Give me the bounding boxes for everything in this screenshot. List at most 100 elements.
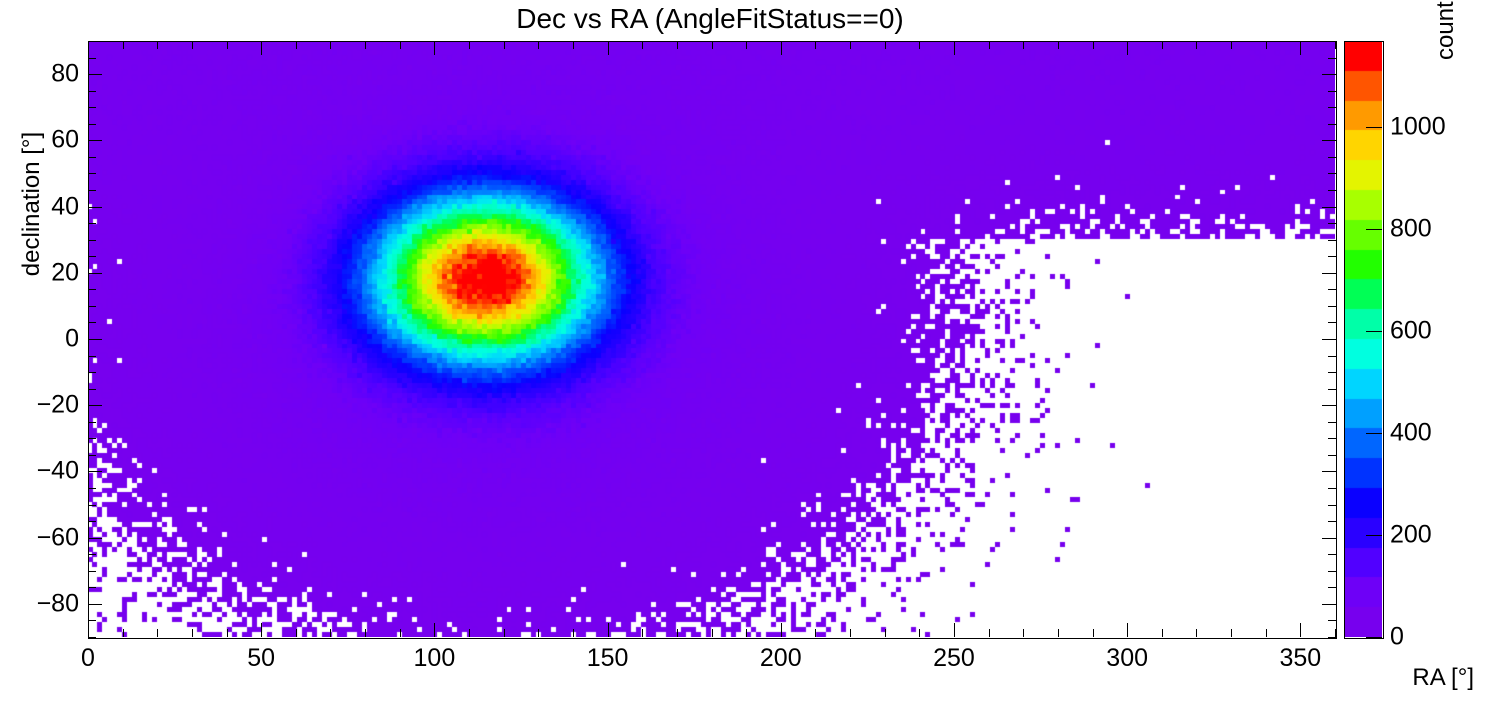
colorbar-title: count [1432, 1, 1459, 60]
axis-tick [1196, 629, 1197, 637]
axis-tick [885, 629, 886, 637]
axis-tick [608, 623, 609, 637]
axis-tick [1196, 41, 1197, 49]
axis-tick [1328, 438, 1336, 439]
axis-tick [88, 41, 96, 42]
axis-tick [712, 41, 713, 49]
axis-tick [88, 157, 96, 158]
axis-tick [1322, 74, 1336, 75]
axis-tick [88, 289, 96, 290]
axis-tick [1266, 41, 1267, 49]
page-title: Dec vs RA (AngleFitStatus==0) [516, 3, 904, 34]
axis-tick [88, 140, 102, 141]
axis-tick [88, 422, 96, 423]
x-tick-label: 350 [1279, 644, 1322, 672]
axis-tick [850, 629, 851, 637]
axis-tick [1328, 91, 1336, 92]
colorbar-tick-label: 0 [1390, 622, 1404, 651]
axis-tick [1328, 58, 1336, 59]
x-axis-title: RA [°] [1412, 664, 1474, 691]
axis-tick [1162, 629, 1163, 637]
axis-tick [1328, 521, 1336, 522]
axis-tick [1335, 41, 1336, 49]
axis-tick [227, 629, 228, 637]
axis-tick [88, 273, 102, 274]
axis-tick [88, 74, 102, 75]
axis-tick [538, 629, 539, 637]
y-tick-label: 60 [51, 125, 79, 154]
axis-tick [1322, 405, 1336, 406]
axis-tick [1328, 107, 1336, 108]
axis-tick [330, 629, 331, 637]
axis-tick [954, 41, 955, 55]
axis-tick [88, 41, 89, 55]
axis-tick [88, 356, 96, 357]
axis-tick [1328, 306, 1336, 307]
axis-tick [88, 405, 102, 406]
colorbar-tick [1366, 535, 1382, 536]
axis-tick [1322, 604, 1336, 605]
axis-tick [88, 190, 96, 191]
axis-tick [88, 107, 96, 108]
axis-tick [1023, 41, 1024, 49]
axis-tick [1328, 240, 1336, 241]
axis-tick [88, 505, 96, 506]
y-tick-label: −80 [36, 589, 79, 618]
axis-tick [123, 629, 124, 637]
axis-tick [1328, 356, 1336, 357]
axis-tick [1335, 629, 1336, 637]
axis-tick [88, 604, 102, 605]
axis-tick [1328, 637, 1336, 638]
y-axis-title: declination [°] [18, 131, 45, 277]
axis-tick [227, 41, 228, 49]
axis-tick [850, 41, 851, 49]
axis-tick [1023, 629, 1024, 637]
colorbar-tick-label: 200 [1390, 520, 1432, 549]
axis-tick [261, 623, 262, 637]
x-tick-label: 150 [586, 644, 629, 672]
axis-tick [1328, 554, 1336, 555]
axis-tick [1328, 124, 1336, 125]
axis-tick [1231, 41, 1232, 49]
colorbar-tick [1366, 331, 1382, 332]
axis-tick [88, 240, 96, 241]
axis-tick [88, 306, 96, 307]
axis-tick [1328, 173, 1336, 174]
colorbar-tick-label: 400 [1390, 418, 1432, 447]
axis-tick [88, 538, 102, 539]
axis-tick [1322, 471, 1336, 472]
axis-tick [1322, 339, 1336, 340]
axis-tick [1328, 190, 1336, 191]
axis-tick [919, 629, 920, 637]
axis-tick [88, 389, 96, 390]
axis-tick [1127, 41, 1128, 55]
axis-tick [469, 41, 470, 49]
colorbar-tick [1366, 637, 1382, 638]
axis-tick [642, 41, 643, 49]
axis-tick [296, 41, 297, 49]
axis-tick [365, 629, 366, 637]
axis-tick [434, 41, 435, 55]
axis-tick [1322, 140, 1336, 141]
axis-tick [1328, 256, 1336, 257]
axis-tick [1322, 273, 1336, 274]
axis-tick [88, 372, 96, 373]
axis-tick [954, 623, 955, 637]
axis-tick [88, 256, 96, 257]
axis-tick [1231, 629, 1232, 637]
axis-tick [1058, 41, 1059, 49]
axis-tick [1328, 289, 1336, 290]
axis-tick [1322, 538, 1336, 539]
axis-tick [919, 41, 920, 49]
axis-tick [712, 629, 713, 637]
x-tick-label: 300 [1106, 644, 1149, 672]
axis-tick [88, 488, 96, 489]
axis-tick [781, 623, 782, 637]
axis-tick [88, 173, 96, 174]
axis-tick [677, 629, 678, 637]
colorbar-tick [1366, 127, 1382, 128]
x-tick-label: 50 [247, 644, 276, 672]
axis-tick [88, 223, 96, 224]
axis-tick [1328, 422, 1336, 423]
axis-tick [88, 207, 102, 208]
